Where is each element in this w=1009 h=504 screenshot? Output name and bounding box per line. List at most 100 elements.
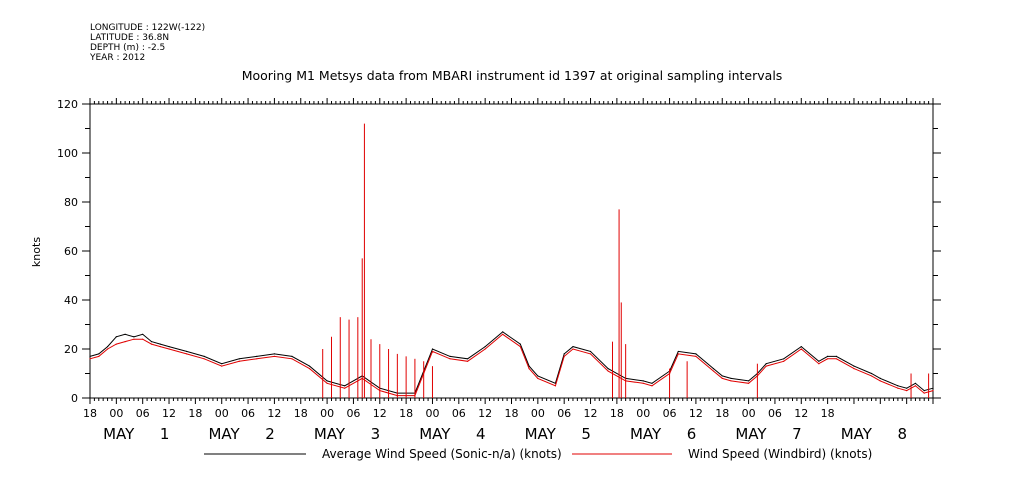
data-point	[431, 350, 434, 353]
data-point	[932, 387, 934, 389]
x-tick-label: 18	[715, 407, 729, 420]
series-line-sonic	[89, 331, 934, 394]
data-point	[221, 365, 223, 367]
data-point	[712, 370, 715, 372]
y-tick-label: 120	[57, 98, 78, 111]
data-point	[897, 387, 899, 389]
y-tick-label: 20	[64, 343, 78, 356]
data-point	[642, 382, 644, 384]
day-label-day: 1	[160, 425, 170, 443]
data-point	[897, 385, 899, 387]
x-tick-label: 18	[83, 407, 97, 420]
y-tick-label: 100	[57, 147, 78, 160]
data-point	[923, 390, 925, 392]
data-point	[835, 355, 838, 357]
x-tick-label: 00	[425, 407, 439, 420]
data-point	[344, 387, 346, 389]
day-label-month: MAY	[314, 425, 346, 443]
data-point	[238, 358, 240, 360]
y-tick-label: 40	[64, 294, 78, 307]
day-label-day: 5	[581, 425, 591, 443]
data-point	[484, 345, 486, 348]
data-point	[203, 355, 205, 357]
meta-depth: DEPTH (m) : -2.5	[90, 43, 165, 53]
data-point	[519, 343, 521, 345]
data-point	[800, 345, 802, 348]
day-label-day: 2	[265, 425, 275, 443]
chart-title: Mooring M1 Metsys data from MBARI instru…	[242, 68, 783, 83]
data-point	[308, 368, 311, 370]
x-tick-label: 06	[663, 407, 677, 420]
x-tick-label: 06	[768, 407, 782, 420]
data-point	[642, 380, 644, 382]
y-tick-label: 0	[71, 392, 78, 405]
data-point	[589, 350, 592, 353]
data-point	[853, 365, 855, 367]
data-point	[106, 345, 109, 348]
data-point	[870, 375, 873, 377]
data-point	[106, 348, 109, 350]
data-point	[783, 360, 785, 362]
data-point	[906, 387, 908, 389]
data-point	[124, 333, 126, 335]
x-tick-label: 18	[505, 407, 519, 420]
x-tick-label: 12	[373, 407, 387, 420]
x-tick-label: 06	[346, 407, 360, 420]
x-tick-label: 12	[478, 407, 492, 420]
meta-longitude: LONGITUDE : 122W(-122)	[90, 23, 205, 33]
data-point	[747, 380, 750, 382]
data-point	[677, 350, 679, 353]
x-tick-label: 06	[452, 407, 466, 420]
data-point	[519, 345, 521, 348]
data-point	[308, 365, 311, 367]
data-point	[906, 390, 908, 392]
data-point	[466, 360, 469, 362]
data-point	[765, 363, 767, 365]
day-label-day: 6	[687, 425, 697, 443]
data-point	[98, 353, 100, 355]
data-point	[502, 331, 504, 333]
x-tick-label: 18	[399, 407, 413, 420]
data-point	[914, 385, 917, 387]
meta-latitude: LATITUDE : 36.8N	[90, 33, 169, 43]
x-tick-label: 00	[109, 407, 123, 420]
data-point	[800, 348, 802, 350]
day-label-day: 8	[898, 425, 908, 443]
data-point	[712, 368, 715, 370]
data-point	[291, 355, 293, 357]
x-tick-label: 06	[136, 407, 150, 420]
y-axis-label: knots	[30, 237, 43, 267]
data-point	[185, 350, 188, 353]
data-point	[572, 345, 574, 348]
data-point	[721, 375, 723, 377]
x-tick-label: 06	[557, 407, 571, 420]
data-point	[932, 390, 934, 392]
data-point	[554, 385, 557, 387]
data-point	[273, 355, 276, 357]
data-point	[827, 355, 829, 357]
series-line-windbird	[89, 333, 934, 397]
data-point	[115, 336, 117, 338]
day-label-day: 3	[371, 425, 381, 443]
data-point	[914, 382, 917, 384]
day-label-month: MAY	[735, 425, 767, 443]
data-point	[291, 358, 293, 360]
data-point	[835, 358, 838, 360]
day-label-month: MAY	[419, 425, 451, 443]
data-point	[89, 355, 91, 357]
data-point	[221, 363, 223, 365]
data-point	[89, 358, 91, 360]
x-tick-label: 06	[241, 407, 255, 420]
data-point	[124, 341, 126, 343]
data-point	[607, 368, 609, 370]
x-tick-label: 00	[215, 407, 229, 420]
x-tick-label: 12	[689, 407, 703, 420]
legend: Average Wind Speed (Sonic-n/a) (knots) W…	[204, 447, 872, 461]
data-point	[721, 377, 723, 379]
data-point	[203, 358, 205, 360]
data-point	[818, 363, 820, 365]
day-label-month: MAY	[208, 425, 240, 443]
